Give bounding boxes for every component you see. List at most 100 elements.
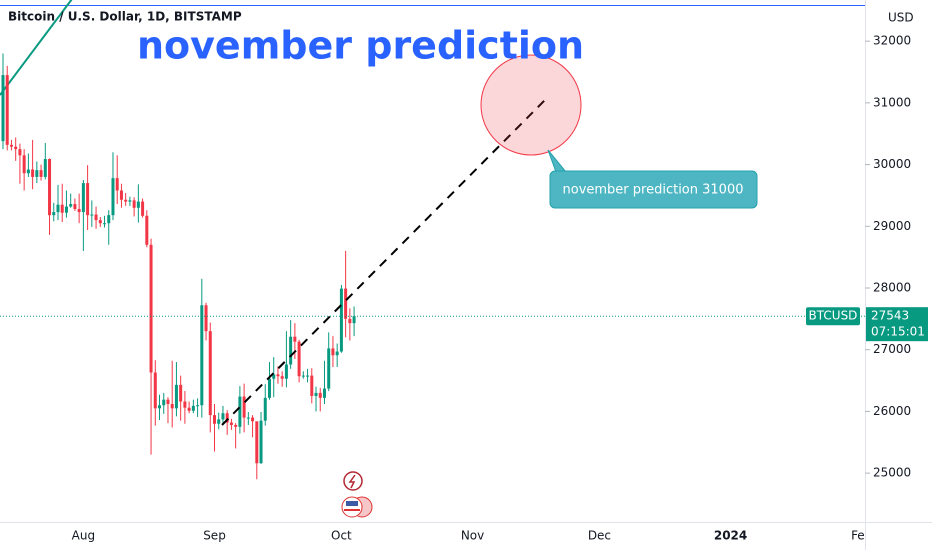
target-circle xyxy=(480,54,582,156)
candle-body xyxy=(306,375,310,377)
candle-body xyxy=(217,419,221,424)
candle-body xyxy=(107,215,111,224)
candle-body xyxy=(60,204,64,213)
candle-body xyxy=(289,336,293,365)
candle-body xyxy=(208,331,212,416)
symbol-tag xyxy=(806,307,860,326)
candle-body xyxy=(259,420,263,464)
y-tick-label: 29000 xyxy=(873,219,911,233)
candle-body xyxy=(98,220,102,224)
candle-body xyxy=(162,399,166,406)
callout-box xyxy=(549,170,758,209)
candle-body xyxy=(200,305,204,406)
candle-body xyxy=(153,372,157,409)
candle-body xyxy=(35,170,39,177)
event-icon xyxy=(341,496,363,518)
prediction-path xyxy=(221,99,546,426)
candle-body xyxy=(39,170,43,177)
x-tick-label: Aug xyxy=(72,529,95,543)
candle-body xyxy=(310,375,314,396)
candle-body xyxy=(158,405,162,409)
candle-body xyxy=(318,392,322,398)
event-icons xyxy=(341,471,373,518)
y-tick-label: 26000 xyxy=(873,404,911,418)
y-tick-label: 27000 xyxy=(873,342,911,356)
candle-body xyxy=(141,201,145,216)
event-icon-bolt xyxy=(348,474,356,489)
x-tick-label: Nov xyxy=(461,529,484,543)
candle-body xyxy=(48,159,52,216)
candle-body xyxy=(145,215,149,245)
candle-body xyxy=(81,183,85,213)
candle-body xyxy=(174,384,178,409)
y-tick-label: 25000 xyxy=(873,466,911,480)
candle-body xyxy=(115,178,119,191)
candle-body xyxy=(297,341,301,377)
candle-body xyxy=(322,388,326,398)
candle-body xyxy=(170,403,174,409)
candle-body xyxy=(284,364,288,379)
candle-body xyxy=(136,201,140,208)
candle-body xyxy=(339,288,343,352)
x-tick-label: Dec xyxy=(588,529,611,543)
candle-body xyxy=(280,376,284,379)
candle-body xyxy=(242,396,246,418)
candle-body xyxy=(293,336,297,342)
candle-body xyxy=(335,351,339,356)
candle-body xyxy=(1,75,5,142)
candle-body xyxy=(246,417,250,419)
candle-body xyxy=(86,183,90,216)
flag-part xyxy=(346,501,358,506)
candle-body xyxy=(31,169,35,177)
candle-body xyxy=(18,149,22,156)
axes: 25000 26000 27000 28000 29000 30000 31000 32000… xyxy=(806,34,928,480)
candle-body xyxy=(90,214,94,216)
price-tag xyxy=(866,307,928,342)
candle-body xyxy=(149,244,153,373)
candle-body xyxy=(14,146,18,150)
candle-body xyxy=(69,204,73,207)
candle-body xyxy=(352,316,356,324)
candle-body xyxy=(191,405,195,411)
y-tick-label: 30000 xyxy=(873,157,911,171)
price-axis xyxy=(865,0,932,550)
symbol-header: Bitcoin / U.S. Dollar, 1D, BITSTAMP xyxy=(8,10,242,24)
candle-body xyxy=(22,155,26,174)
candle-body xyxy=(204,305,208,332)
event-icon xyxy=(343,471,363,491)
candle-body xyxy=(119,190,123,200)
candle-body xyxy=(267,378,271,398)
candle-body xyxy=(225,413,229,423)
candle-body xyxy=(64,206,68,213)
candle-body xyxy=(124,199,128,202)
trend-line xyxy=(0,0,73,96)
candle-body xyxy=(9,144,13,147)
y-tick-label: 31000 xyxy=(873,95,911,109)
candle-body xyxy=(213,415,216,424)
y-tick-label: 32000 xyxy=(873,34,911,48)
candle-body xyxy=(314,392,318,396)
x-tick-label: Oct xyxy=(331,529,352,543)
candle-body xyxy=(221,413,225,420)
candle-body xyxy=(344,288,348,319)
currency-label: USD xyxy=(888,11,914,25)
symbol-tag-text: BTCUSD xyxy=(809,309,858,323)
candle-body xyxy=(111,178,115,216)
price-tag-countdown: 07:15:01 xyxy=(871,325,925,339)
candle-body xyxy=(77,209,81,213)
candle-body xyxy=(166,399,170,404)
y-tick-label: 28000 xyxy=(873,280,911,294)
candle-body xyxy=(263,397,267,421)
x-tick-label: 2024 xyxy=(714,529,747,543)
candle-body xyxy=(251,417,255,422)
candle-body xyxy=(234,424,238,427)
candle-body xyxy=(73,204,77,210)
candle-body xyxy=(187,407,191,411)
candle-body xyxy=(52,212,56,216)
candle-body xyxy=(183,401,187,408)
callout-text: november prediction 31000 xyxy=(563,183,744,198)
candle-body xyxy=(238,396,242,427)
plot: Aug Sep Oct Nov Dec 2024 Feb xyxy=(0,53,872,543)
